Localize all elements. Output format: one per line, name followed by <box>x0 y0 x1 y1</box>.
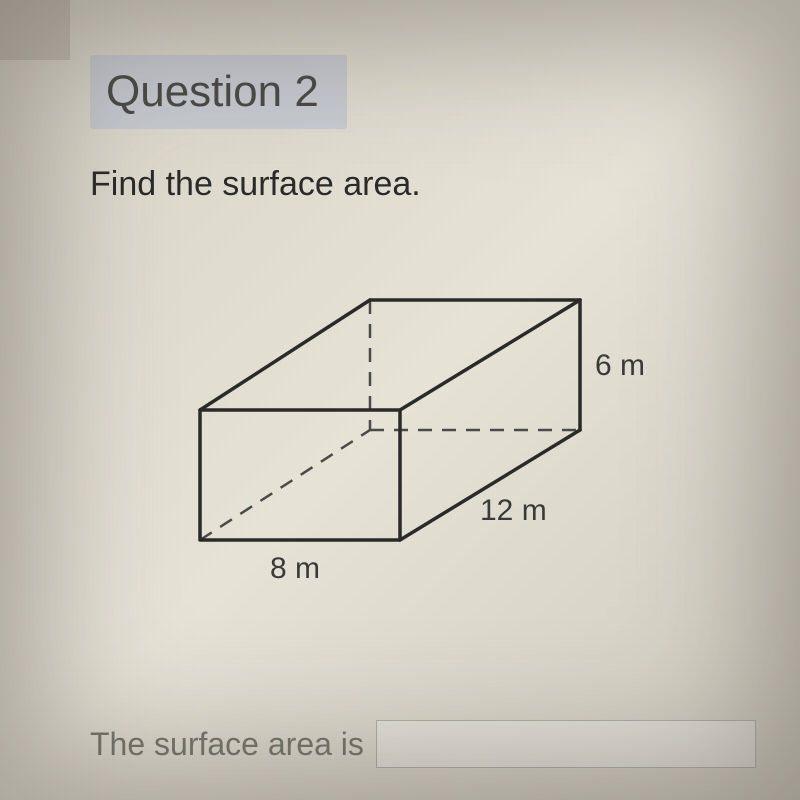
answer-input[interactable] <box>376 720 756 768</box>
question-number: Question 2 <box>106 67 319 117</box>
edge-top-left-depth <box>200 300 370 410</box>
label-height: 6 m <box>595 349 645 382</box>
label-width: 8 m <box>270 552 320 585</box>
answer-row: The surface area is <box>90 720 756 768</box>
prism-svg: 6 m 12 m 8 m <box>140 260 660 600</box>
question-header: Question 2 <box>90 55 347 129</box>
edge-hidden-left-depth-bottom <box>200 430 370 540</box>
prism-diagram: 6 m 12 m 8 m <box>140 260 660 600</box>
edge-top-right-depth <box>400 300 580 410</box>
sidebar-stub <box>0 0 70 60</box>
answer-label: The surface area is <box>90 726 364 763</box>
question-prompt: Find the surface area. <box>90 165 421 204</box>
label-length: 12 m <box>480 494 547 527</box>
